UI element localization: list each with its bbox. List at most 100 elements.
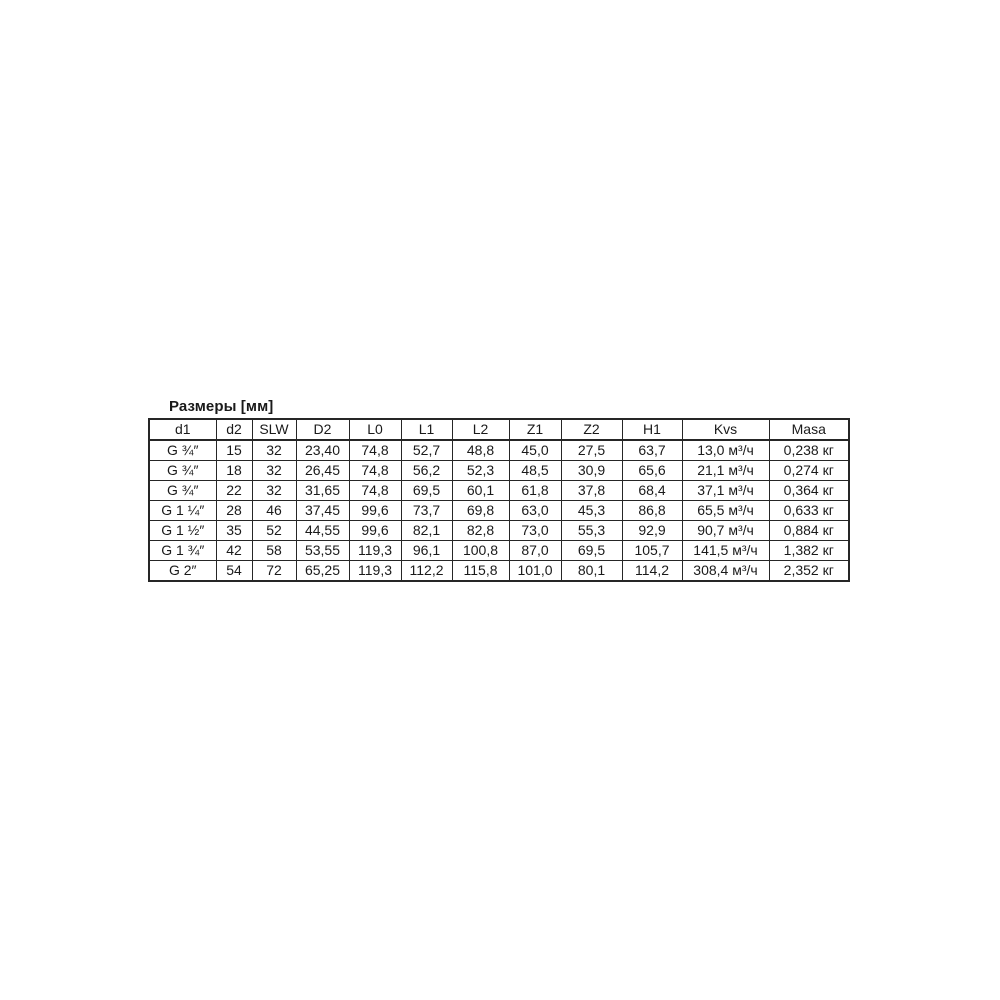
table-cell: 101,0: [508, 560, 562, 582]
table-title: Размеры [мм]: [169, 398, 274, 415]
table-cell: 63,7: [621, 439, 683, 461]
column-header-l0: L0: [348, 418, 402, 441]
table-cell: 92,9: [621, 520, 683, 541]
table-cell: 48,8: [451, 439, 510, 461]
dimensions-section: Размеры [мм] d1 d2 SLW D2 L0 L1 L2 Z1 Z2 H1 Kvs Mas…: [148, 398, 850, 582]
table-cell: 82,8: [451, 520, 510, 541]
table-cell: G ¾″: [148, 460, 217, 481]
table-cell: 31,65: [295, 480, 350, 501]
table-cell: 52,3: [451, 460, 510, 481]
table-cell: G 2″: [148, 560, 217, 582]
table-cell: 96,1: [400, 540, 453, 561]
table-cell: 55,3: [560, 520, 623, 541]
table-cell: 80,1: [560, 560, 623, 582]
table-cell: 119,3: [348, 540, 402, 561]
table-cell: 32: [251, 460, 297, 481]
table-cell: 23,40: [295, 439, 350, 461]
table-row: G 1 ¼″ 28 46 37,45 99,6 73,7 69,8 63,0 45,3 86,8 6…: [148, 500, 850, 521]
table-cell: 65,6: [621, 460, 683, 481]
table-row: G ¾″ 18 32 26,45 74,8 56,2 52,3 48,5 30,9 65,6 21,…: [148, 460, 850, 481]
table-row: G 1 ½″ 35 52 44,55 99,6 82,1 82,8 73,0 55,3 92,9 9…: [148, 520, 850, 541]
table-cell: 112,2: [400, 560, 453, 582]
table-cell: 74,8: [348, 480, 402, 501]
table-cell: G 1 ¾″: [148, 540, 217, 561]
table-cell: 0,633 кг: [768, 500, 850, 521]
column-header-z2: Z2: [560, 418, 623, 441]
table-cell: 87,0: [508, 540, 562, 561]
table-cell: 18: [215, 460, 253, 481]
table-cell: 45,0: [508, 439, 562, 461]
table-cell: 46: [251, 500, 297, 521]
dimensions-table: d1 d2 SLW D2 L0 L1 L2 Z1 Z2 H1 Kvs Masa G ¾″ 15 32 23,…: [148, 418, 850, 582]
table-cell: 73,7: [400, 500, 453, 521]
table-cell: 0,364 кг: [768, 480, 850, 501]
table-cell: 26,45: [295, 460, 350, 481]
table-cell: 56,2: [400, 460, 453, 481]
table-cell: 1,382 кг: [768, 540, 850, 561]
table-cell: 114,2: [621, 560, 683, 582]
table-cell: 141,5 м³/ч: [681, 540, 770, 561]
table-cell: 99,6: [348, 500, 402, 521]
table-cell: 69,5: [560, 540, 623, 561]
table-cell: 69,8: [451, 500, 510, 521]
table-cell: 48,5: [508, 460, 562, 481]
table-cell: 0,238 кг: [768, 439, 850, 461]
column-header-l2: L2: [451, 418, 510, 441]
table-cell: 37,1 м³/ч: [681, 480, 770, 501]
table-cell: 58: [251, 540, 297, 561]
table-cell: 119,3: [348, 560, 402, 582]
column-header-h1: H1: [621, 418, 683, 441]
column-header-z1: Z1: [508, 418, 562, 441]
table-row: G ¾″ 15 32 23,40 74,8 52,7 48,8 45,0 27,5 63,7 13,…: [148, 439, 850, 461]
table-cell: 105,7: [621, 540, 683, 561]
column-header-masa: Masa: [768, 418, 850, 441]
table-cell: 53,55: [295, 540, 350, 561]
table-cell: 37,8: [560, 480, 623, 501]
table-cell: 65,5 м³/ч: [681, 500, 770, 521]
table-cell: 69,5: [400, 480, 453, 501]
table-cell: 65,25: [295, 560, 350, 582]
table-cell: 15: [215, 439, 253, 461]
table-cell: 32: [251, 480, 297, 501]
table-cell: 61,8: [508, 480, 562, 501]
table-cell: 115,8: [451, 560, 510, 582]
table-cell: 86,8: [621, 500, 683, 521]
column-header-l1: L1: [400, 418, 453, 441]
table-cell: 44,55: [295, 520, 350, 541]
table-cell: 308,4 м³/ч: [681, 560, 770, 582]
table-cell: 35: [215, 520, 253, 541]
table-row: G ¾″ 22 32 31,65 74,8 69,5 60,1 61,8 37,8 68,4 37,…: [148, 480, 850, 501]
column-header-d2: D2: [295, 418, 350, 441]
table-cell: 82,1: [400, 520, 453, 541]
table-cell: G ¾″: [148, 480, 217, 501]
table-cell: G 1 ¼″: [148, 500, 217, 521]
table-cell: G ¾″: [148, 439, 217, 461]
table-cell: 2,352 кг: [768, 560, 850, 582]
table-cell: 22: [215, 480, 253, 501]
table-cell: 74,8: [348, 460, 402, 481]
table-cell: 63,0: [508, 500, 562, 521]
column-header-kvs: Kvs: [681, 418, 770, 441]
column-header-d1: d1: [148, 418, 217, 441]
table-cell: 30,9: [560, 460, 623, 481]
table-cell: 68,4: [621, 480, 683, 501]
table-cell: 100,8: [451, 540, 510, 561]
column-header-d2: d2: [215, 418, 253, 441]
table-cell: 27,5: [560, 439, 623, 461]
table-cell: 72: [251, 560, 297, 582]
table-cell: 0,274 кг: [768, 460, 850, 481]
table-cell: 52,7: [400, 439, 453, 461]
table-cell: 60,1: [451, 480, 510, 501]
table-cell: 52: [251, 520, 297, 541]
table-row: G 2″ 54 72 65,25 119,3 112,2 115,8 101,0 80,1 114…: [148, 560, 850, 582]
table-header-row: d1 d2 SLW D2 L0 L1 L2 Z1 Z2 H1 Kvs Masa: [148, 418, 850, 441]
table-cell: G 1 ½″: [148, 520, 217, 541]
table-cell: 54: [215, 560, 253, 582]
table-cell: 74,8: [348, 439, 402, 461]
table-cell: 0,884 кг: [768, 520, 850, 541]
table-cell: 99,6: [348, 520, 402, 541]
table-cell: 28: [215, 500, 253, 521]
table-cell: 13,0 м³/ч: [681, 439, 770, 461]
table-cell: 42: [215, 540, 253, 561]
